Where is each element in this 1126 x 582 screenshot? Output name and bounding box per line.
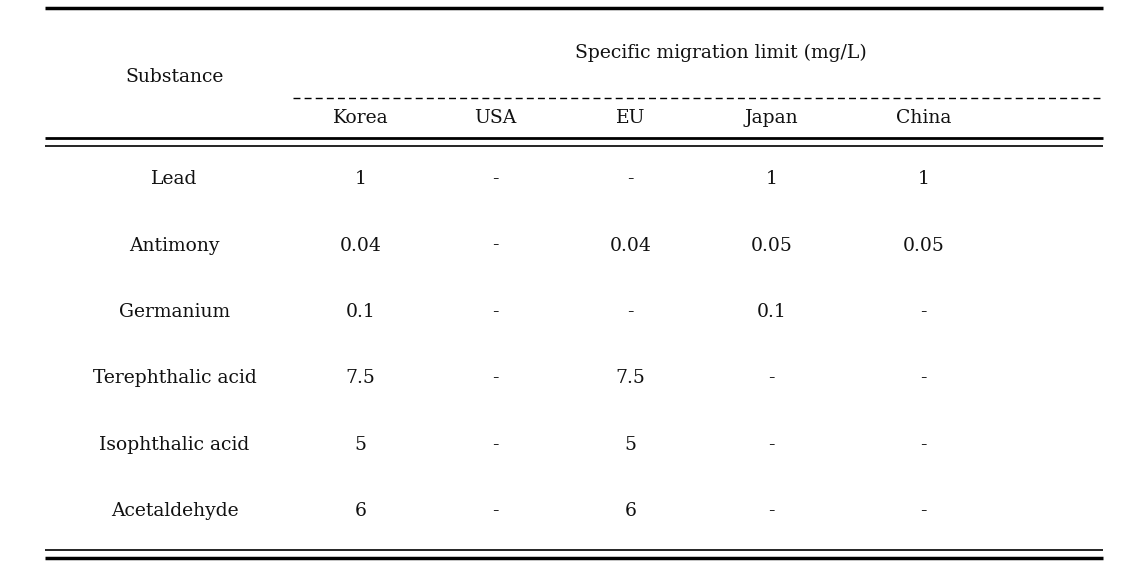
Text: 0.05: 0.05 [750,236,793,254]
Text: 5: 5 [625,436,636,453]
Text: 0.04: 0.04 [609,236,652,254]
Text: -: - [492,369,499,387]
Text: 7.5: 7.5 [616,369,645,387]
Text: USA: USA [474,109,517,127]
Text: 0.1: 0.1 [346,303,375,321]
Text: -: - [920,369,927,387]
Text: -: - [492,502,499,520]
Text: 1: 1 [918,170,929,188]
Text: -: - [768,436,775,453]
Text: 7.5: 7.5 [346,369,375,387]
Text: -: - [627,170,634,188]
Text: Acetaldehyde: Acetaldehyde [110,502,239,520]
Text: China: China [895,109,951,127]
Text: 0.1: 0.1 [757,303,786,321]
Text: -: - [492,436,499,453]
Text: Japan: Japan [744,109,798,127]
Text: -: - [768,502,775,520]
Text: Germanium: Germanium [119,303,230,321]
Text: EU: EU [616,109,645,127]
Text: Korea: Korea [332,109,388,127]
Text: 6: 6 [355,502,366,520]
Text: Substance: Substance [125,68,224,86]
Text: Antimony: Antimony [129,236,220,254]
Text: -: - [627,303,634,321]
Text: 1: 1 [766,170,777,188]
Text: Specific migration limit (mg/L): Specific migration limit (mg/L) [574,44,867,62]
Text: -: - [492,170,499,188]
Text: 0.04: 0.04 [339,236,382,254]
Text: 1: 1 [355,170,366,188]
Text: -: - [920,502,927,520]
Text: -: - [492,303,499,321]
Text: Lead: Lead [151,170,198,188]
Text: Isophthalic acid: Isophthalic acid [99,436,250,453]
Text: -: - [492,236,499,254]
Text: -: - [920,436,927,453]
Text: -: - [768,369,775,387]
Text: 6: 6 [625,502,636,520]
Text: 5: 5 [355,436,366,453]
Text: -: - [920,303,927,321]
Text: Terephthalic acid: Terephthalic acid [92,369,257,387]
Text: 0.05: 0.05 [902,236,945,254]
